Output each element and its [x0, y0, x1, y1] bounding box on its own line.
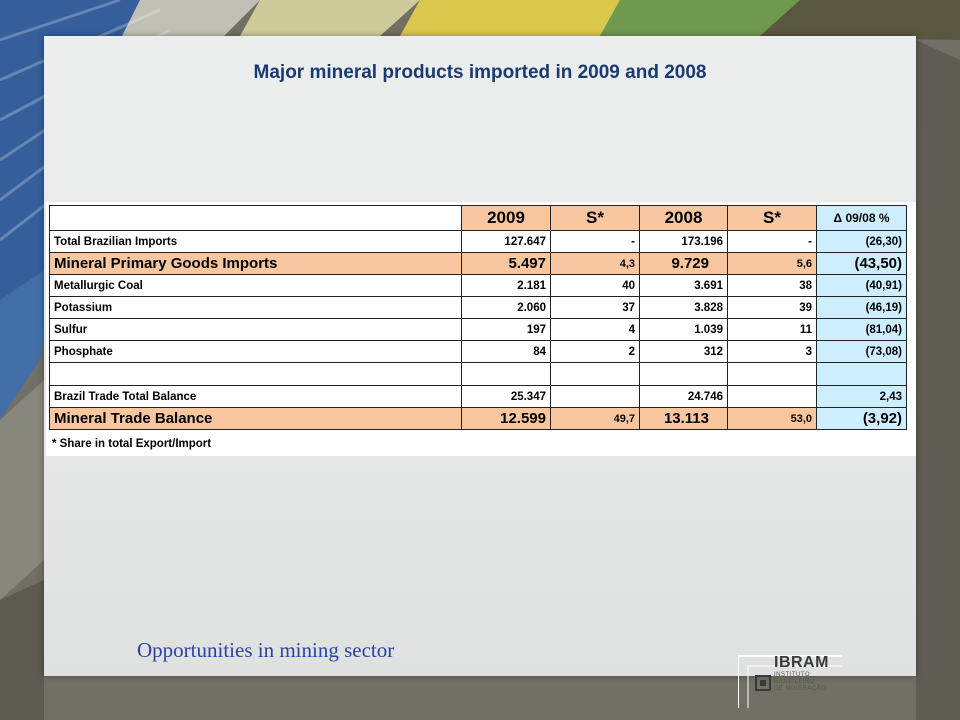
delta-value: 2,43	[816, 385, 907, 408]
logo-mark	[738, 655, 842, 708]
value-2009: 2.181	[461, 274, 551, 297]
table-row: Mineral Primary Goods Imports 5.497 4,3 9.7…	[49, 252, 907, 275]
value-2008: 173.196	[639, 230, 728, 253]
share-2008: 39	[727, 296, 817, 319]
delta-value: (3,92)	[816, 407, 907, 430]
table-row	[49, 362, 907, 386]
share-2009: 4	[550, 318, 640, 341]
header-cell-2009: 2009	[461, 205, 551, 231]
page-title: Major mineral products imported in 2009 …	[253, 62, 707, 83]
share-2008: 11	[727, 318, 817, 341]
row-label: Phosphate	[49, 340, 462, 363]
share-2008: 53,0	[727, 407, 817, 430]
logo-main-text: IBRAM	[774, 654, 829, 671]
delta-value: (73,08)	[816, 340, 907, 363]
value-2008: 312	[639, 340, 728, 363]
value-2009: 25.347	[461, 385, 551, 408]
header-cell-share-2008: S*	[727, 205, 817, 231]
row-label: Mineral Primary Goods Imports	[49, 252, 462, 275]
table-row: Brazil Trade Total Balance 25.347 24.746 2,…	[49, 385, 907, 408]
share-2009: 49,7	[550, 407, 640, 430]
header-cell-blank	[49, 205, 462, 231]
value-2009: 84	[461, 340, 551, 363]
delta-value: (40,91)	[816, 274, 907, 297]
ibram-logo: IBRAM INSTITUTO BRASILEIRO DE MINERAÇÃO	[738, 652, 848, 708]
value-2008: 24.746	[639, 385, 728, 408]
row-label: Metallurgic Coal	[49, 274, 462, 297]
slide-subtitle: Opportunities in mining sector	[137, 638, 395, 662]
table-row: Sulfur 197 4 1.039 11 (81,04)	[49, 318, 907, 341]
share-2009: 40	[550, 274, 640, 297]
logo-line-1: INSTITUTO BRASILEIRO	[774, 672, 816, 685]
header-cell-delta: Δ 09/08 %	[816, 205, 907, 231]
value-2009: 2.060	[461, 296, 551, 319]
value-2008: 3.691	[639, 274, 728, 297]
share-2008: 38	[727, 274, 817, 297]
delta-value	[816, 362, 907, 386]
value-2009: 127.647	[461, 230, 551, 253]
row-label	[49, 362, 462, 386]
share-2008	[727, 362, 817, 386]
share-2009	[550, 362, 640, 386]
table-row: Potassium 2.060 37 3.828 39 (46,19)	[49, 296, 907, 319]
row-label: Potassium	[49, 296, 462, 319]
header-cell-share-2009: S*	[550, 205, 640, 231]
value-2008	[639, 362, 728, 386]
value-2009: 5.497	[461, 252, 551, 275]
row-label: Total Brazilian Imports	[49, 230, 462, 253]
share-2008	[727, 385, 817, 408]
value-2009: 12.599	[461, 407, 551, 430]
logo-line-2: DE MINERAÇÃO	[774, 686, 827, 692]
table-container: 2009 S* 2008 S* Δ 09/08 % Total Brazilia…	[46, 202, 916, 456]
share-2009: 4,3	[550, 252, 640, 275]
delta-value: (81,04)	[816, 318, 907, 341]
value-2008: 9.729	[639, 252, 728, 275]
value-2008: 1.039	[639, 318, 728, 341]
row-label: Sulfur	[49, 318, 462, 341]
share-2008: 3	[727, 340, 817, 363]
table-row: Metallurgic Coal 2.181 40 3.691 38 (40,91)	[49, 274, 907, 297]
value-2008: 3.828	[639, 296, 728, 319]
footnote: * Share in total Export/Import	[52, 438, 212, 450]
share-2008: 5,6	[727, 252, 817, 275]
delta-value: (43,50)	[816, 252, 907, 275]
share-2009: 2	[550, 340, 640, 363]
share-2009: 37	[550, 296, 640, 319]
table-header-row: 2009 S* 2008 S* Δ 09/08 %	[49, 205, 907, 231]
header-cell-2008: 2008	[639, 205, 728, 231]
row-label: Mineral Trade Balance	[49, 407, 462, 430]
value-2009: 197	[461, 318, 551, 341]
row-label: Brazil Trade Total Balance	[49, 385, 462, 408]
table-row: Mineral Trade Balance 12.599 49,7 13.113 53,…	[49, 407, 907, 430]
share-2008: -	[727, 230, 817, 253]
delta-value: (46,19)	[816, 296, 907, 319]
table-row: Total Brazilian Imports 127.647-173.196-(…	[49, 230, 907, 253]
table-row: Phosphate 84 2 312 3 (73,08)	[49, 340, 907, 363]
table-body: Total Brazilian Imports 127.647-173.196-(…	[49, 230, 907, 430]
imports-table: 2009 S* 2008 S* Δ 09/08 % Total Brazilia…	[49, 205, 907, 430]
share-2009: -	[550, 230, 640, 253]
delta-value: (26,30)	[816, 230, 907, 253]
share-2009	[550, 385, 640, 408]
value-2009	[461, 362, 551, 386]
value-2008: 13.113	[639, 407, 728, 430]
